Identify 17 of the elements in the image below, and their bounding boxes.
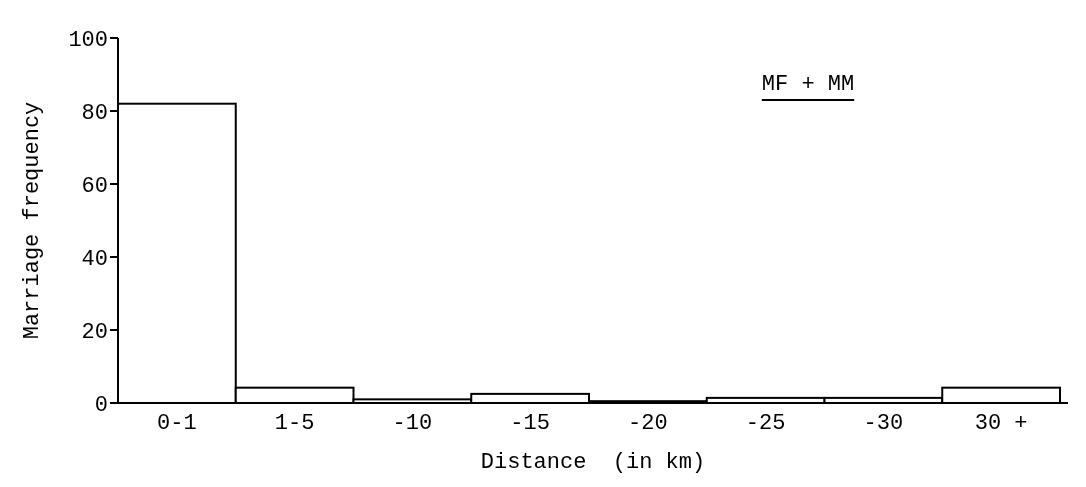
y-tick-label: 60 [81,173,108,199]
y-tick-label: 100 [68,27,108,53]
y-tick-label: 20 [81,319,108,345]
x-tick-label: -25 [745,411,786,436]
annotation: MF + MM [761,72,855,97]
x-tick-label: -10 [392,411,433,436]
x-tick-label: -15 [510,411,550,436]
y-tick-label: 40 [81,246,108,272]
x-tick-label: 1-5 [274,411,315,436]
x-axis-title: Distance (in km) [480,450,706,475]
x-tick-label: -30 [863,411,904,436]
x-tick-label: 0-1 [157,411,197,436]
x-tick-label: 30 + [974,411,1028,436]
y-axis-title: Marriage frequency [20,101,45,340]
y-tick-label: 80 [81,100,108,126]
y-tick-label: 0 [94,392,108,418]
x-tick-label: -20 [628,411,668,436]
